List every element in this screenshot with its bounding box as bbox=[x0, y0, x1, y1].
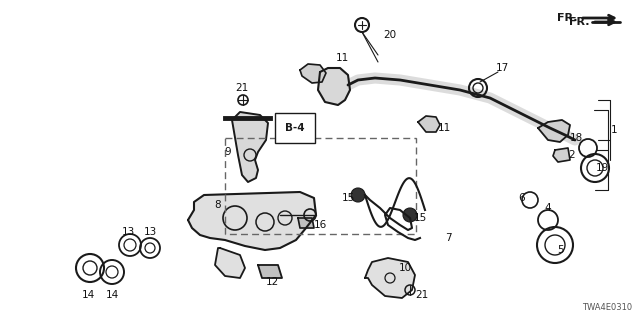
Text: 16: 16 bbox=[314, 220, 326, 230]
Text: 4: 4 bbox=[545, 203, 551, 213]
Text: B-4: B-4 bbox=[285, 123, 305, 133]
Text: 1: 1 bbox=[611, 125, 618, 135]
Text: 10: 10 bbox=[399, 263, 412, 273]
Text: 21: 21 bbox=[236, 83, 248, 93]
Polygon shape bbox=[300, 64, 326, 83]
Circle shape bbox=[351, 188, 365, 202]
Bar bbox=[225, 138, 416, 234]
Text: FR.: FR. bbox=[557, 13, 578, 23]
Polygon shape bbox=[298, 218, 314, 228]
Polygon shape bbox=[188, 192, 316, 250]
Polygon shape bbox=[418, 116, 440, 132]
Text: 21: 21 bbox=[415, 290, 429, 300]
Text: 2: 2 bbox=[569, 150, 575, 160]
Text: 14: 14 bbox=[81, 290, 95, 300]
Text: 8: 8 bbox=[214, 200, 221, 210]
Text: 17: 17 bbox=[495, 63, 509, 73]
Polygon shape bbox=[538, 120, 570, 142]
Polygon shape bbox=[553, 148, 570, 162]
Text: 20: 20 bbox=[383, 30, 397, 40]
Polygon shape bbox=[258, 265, 282, 278]
Text: 13: 13 bbox=[143, 227, 157, 237]
Text: 15: 15 bbox=[413, 213, 427, 223]
Text: FR.: FR. bbox=[570, 17, 590, 27]
Text: 11: 11 bbox=[437, 123, 451, 133]
Text: 6: 6 bbox=[518, 193, 525, 203]
Polygon shape bbox=[232, 112, 268, 182]
Text: 19: 19 bbox=[595, 163, 609, 173]
Text: 12: 12 bbox=[266, 277, 278, 287]
Text: 14: 14 bbox=[106, 290, 118, 300]
Text: 15: 15 bbox=[341, 193, 355, 203]
Text: TWA4E0310: TWA4E0310 bbox=[582, 303, 632, 312]
Text: 11: 11 bbox=[335, 53, 349, 63]
Text: 7: 7 bbox=[445, 233, 451, 243]
Text: 5: 5 bbox=[557, 245, 563, 255]
Polygon shape bbox=[215, 248, 245, 278]
Text: 13: 13 bbox=[122, 227, 134, 237]
Text: 9: 9 bbox=[225, 147, 231, 157]
Circle shape bbox=[403, 208, 417, 222]
Polygon shape bbox=[365, 258, 415, 298]
Text: 18: 18 bbox=[570, 133, 582, 143]
Polygon shape bbox=[318, 68, 350, 105]
